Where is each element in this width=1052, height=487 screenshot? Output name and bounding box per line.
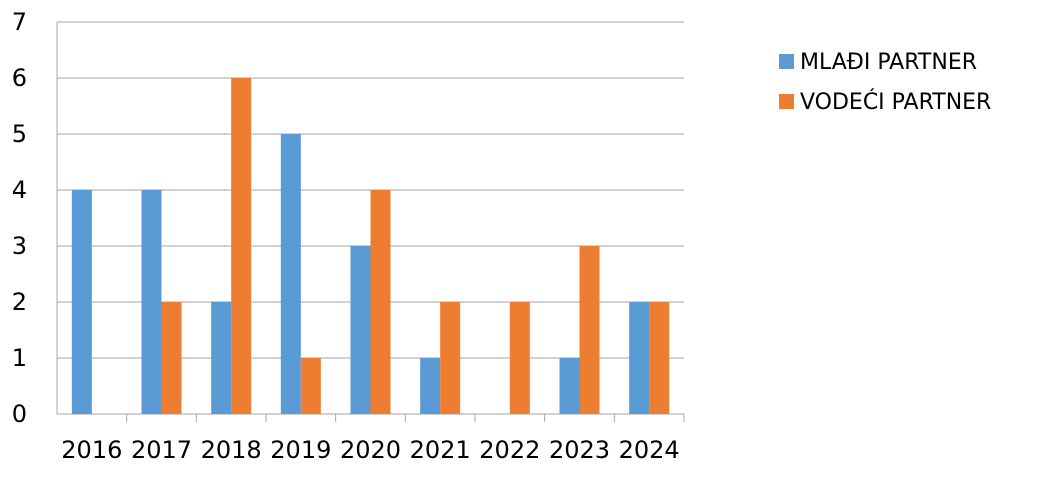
bar-vodeci-partner-2024: [649, 302, 670, 414]
y-tick-label: 3: [12, 232, 27, 260]
y-tick-label: 7: [12, 8, 27, 36]
bar-mladi-partner-2021: [420, 358, 441, 414]
bar-vodeci-partner-2019: [300, 358, 321, 414]
x-tick-label: 2018: [201, 436, 262, 464]
bar-mladi-partner-2023: [559, 358, 580, 414]
legend-swatch: [779, 94, 794, 109]
x-tick-label: 2022: [479, 436, 540, 464]
legend-label: MLAĐI PARTNER: [800, 50, 977, 75]
x-tick-label: 2021: [410, 436, 471, 464]
x-tick-label: 2017: [131, 436, 192, 464]
y-tick-label: 1: [12, 344, 27, 372]
bar-mladi-partner-2019: [280, 134, 301, 414]
y-tick-label: 0: [12, 400, 27, 428]
y-tick-label: 4: [12, 176, 27, 204]
bar-mladi-partner-2020: [350, 246, 371, 414]
x-tick-label: 2016: [61, 436, 122, 464]
x-tick-label: 2024: [619, 436, 680, 464]
y-tick-labels: 0 1 2 3 4 5 6 7: [12, 8, 27, 428]
x-tick-label: 2020: [340, 436, 401, 464]
x-tick-label: 2019: [270, 436, 331, 464]
bar-mladi-partner-2024: [629, 302, 650, 414]
bar-vodeci-partner-2018: [231, 78, 252, 414]
bar-vodeci-partner-2017: [161, 302, 182, 414]
legend: MLAĐI PARTNER VODEĆI PARTNER: [779, 50, 991, 115]
bars: [71, 78, 670, 414]
bar-vodeci-partner-2023: [579, 246, 600, 414]
x-tick-label: 2023: [549, 436, 610, 464]
y-tick-label: 5: [12, 120, 27, 148]
legend-swatch: [779, 54, 794, 69]
bar-vodeci-partner-2022: [509, 302, 530, 414]
bar-mladi-partner-2016: [71, 190, 92, 414]
y-tick-label: 2: [12, 288, 27, 316]
bar-vodeci-partner-2020: [370, 190, 391, 414]
bar-mladi-partner-2017: [141, 190, 162, 414]
x-tick-labels: 2016 2017 2018 2019 2020 2021 2022 2023 2024: [61, 414, 685, 464]
legend-label: VODEĆI PARTNER: [800, 89, 991, 115]
bar-vodeci-partner-2021: [440, 302, 461, 414]
y-tick-label: 6: [12, 64, 27, 92]
bar-mladi-partner-2018: [211, 302, 232, 414]
